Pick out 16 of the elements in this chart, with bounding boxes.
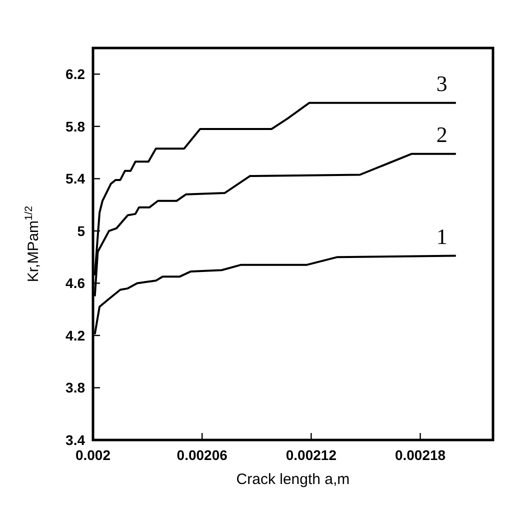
series-label: 1 <box>436 224 448 249</box>
y-tick-label: 5 <box>77 222 86 239</box>
y-tick-label: 3.4 <box>66 432 86 448</box>
x-tick-label: 0.00212 <box>286 447 337 463</box>
y-tick-label: 5.8 <box>66 118 86 134</box>
y-tick-label: 4.6 <box>66 275 86 292</box>
x-tick-label: 0.002 <box>75 447 111 463</box>
series-label: 3 <box>436 70 448 96</box>
series-label: 2 <box>436 122 448 147</box>
y-tick-label: 4.2 <box>66 327 86 344</box>
y-tick-label: 6.2 <box>66 66 86 82</box>
y-tick-label: 3.8 <box>66 380 86 396</box>
x-axis-title: Crack length a,m <box>236 471 350 488</box>
x-tick-label: 0.00218 <box>394 447 446 463</box>
x-tick-label: 0.00206 <box>176 447 228 463</box>
y-tick-label: 5.4 <box>66 170 86 187</box>
